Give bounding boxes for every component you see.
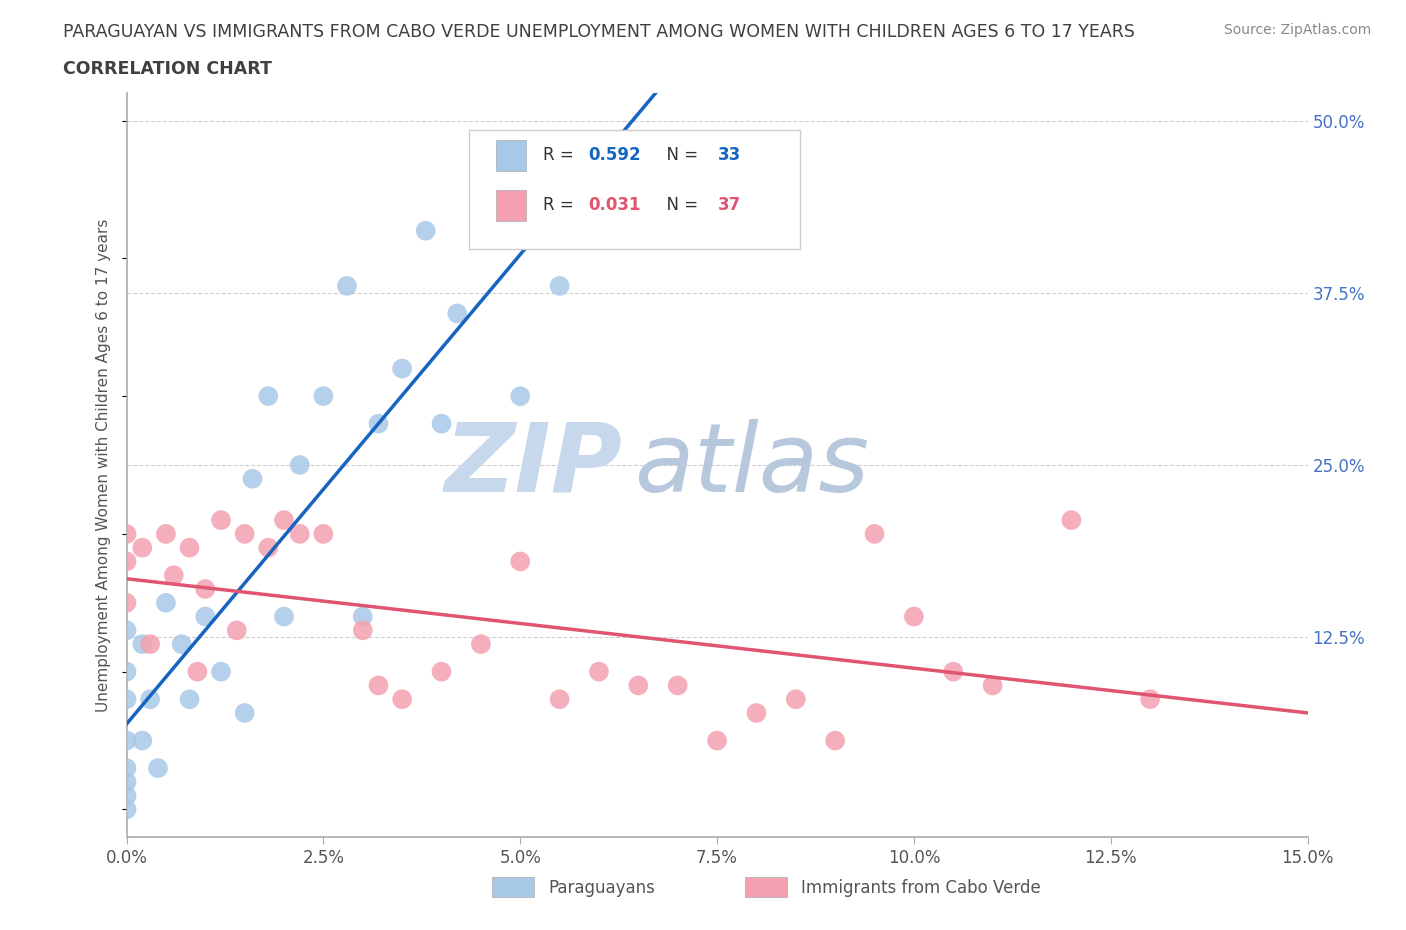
Point (139, 637, 162, 652)
Text: 37: 37 (718, 196, 741, 214)
Point (209, 664, 232, 679)
Text: PARAGUAYAN VS IMMIGRANTS FROM CABO VERDE UNEMPLOYMENT AMONG WOMEN WITH CHILDREN : PARAGUAYAN VS IMMIGRANTS FROM CABO VERDE… (63, 23, 1135, 41)
Point (627, 678, 650, 693)
Point (194, 581, 217, 596)
Point (242, 472, 264, 486)
Point (588, 664, 610, 679)
Text: 33: 33 (718, 146, 741, 165)
Text: 0.031: 0.031 (588, 196, 641, 214)
Point (131, 637, 153, 652)
Point (257, 540, 280, 555)
Text: R =: R = (544, 196, 579, 214)
Bar (496, 190, 526, 221)
Point (209, 512, 232, 527)
Point (115, 595, 138, 610)
Point (115, 761, 138, 776)
Point (548, 278, 571, 293)
Text: atlas: atlas (634, 418, 869, 512)
Point (257, 389, 280, 404)
Point (785, 692, 807, 707)
Point (115, 526, 138, 541)
Point (863, 526, 886, 541)
Point (446, 306, 468, 321)
Text: Source: ZipAtlas.com: Source: ZipAtlas.com (1223, 23, 1371, 37)
Point (312, 389, 335, 404)
Point (470, 637, 492, 652)
Point (288, 526, 311, 541)
Point (233, 526, 256, 541)
Text: R =: R = (544, 146, 579, 165)
Point (745, 706, 768, 721)
Point (155, 595, 177, 610)
Point (115, 623, 138, 638)
Text: N =: N = (655, 196, 703, 214)
Point (391, 692, 413, 707)
Point (367, 417, 389, 432)
Point (115, 664, 138, 679)
Point (115, 733, 138, 748)
Point (391, 361, 413, 376)
Point (312, 526, 335, 541)
Point (666, 678, 689, 693)
Point (273, 512, 295, 527)
Point (194, 609, 217, 624)
Point (1060, 512, 1083, 527)
Point (336, 278, 359, 293)
Text: ZIP: ZIP (444, 418, 623, 512)
Text: N =: N = (655, 146, 703, 165)
Point (430, 417, 453, 432)
Point (115, 789, 138, 804)
Point (367, 678, 389, 693)
Point (288, 458, 311, 472)
Point (706, 733, 728, 748)
Point (225, 623, 247, 638)
Text: 0.592: 0.592 (588, 146, 641, 165)
Point (430, 664, 453, 679)
Point (179, 540, 201, 555)
Text: Paraguayans: Paraguayans (548, 879, 655, 897)
Point (146, 761, 169, 776)
Point (115, 692, 138, 707)
Point (163, 568, 186, 583)
Bar (496, 140, 526, 171)
Point (179, 692, 201, 707)
Point (470, 196, 492, 211)
Point (170, 637, 193, 652)
Point (981, 678, 1004, 693)
Text: CORRELATION CHART: CORRELATION CHART (63, 60, 273, 78)
Point (139, 692, 162, 707)
Point (548, 692, 571, 707)
Point (233, 706, 256, 721)
Point (131, 540, 153, 555)
Point (509, 554, 531, 569)
Point (509, 389, 531, 404)
Point (352, 609, 374, 624)
Point (352, 623, 374, 638)
Point (942, 664, 965, 679)
Point (186, 664, 208, 679)
Point (131, 733, 153, 748)
Text: Immigrants from Cabo Verde: Immigrants from Cabo Verde (801, 879, 1042, 897)
Point (155, 526, 177, 541)
Point (1139, 692, 1161, 707)
FancyBboxPatch shape (470, 130, 800, 249)
Point (115, 802, 138, 817)
Point (115, 775, 138, 790)
Point (273, 609, 295, 624)
Point (903, 609, 925, 624)
Point (824, 733, 846, 748)
Point (115, 554, 138, 569)
Y-axis label: Unemployment Among Women with Children Ages 6 to 17 years: Unemployment Among Women with Children A… (96, 219, 111, 711)
Point (415, 223, 437, 238)
